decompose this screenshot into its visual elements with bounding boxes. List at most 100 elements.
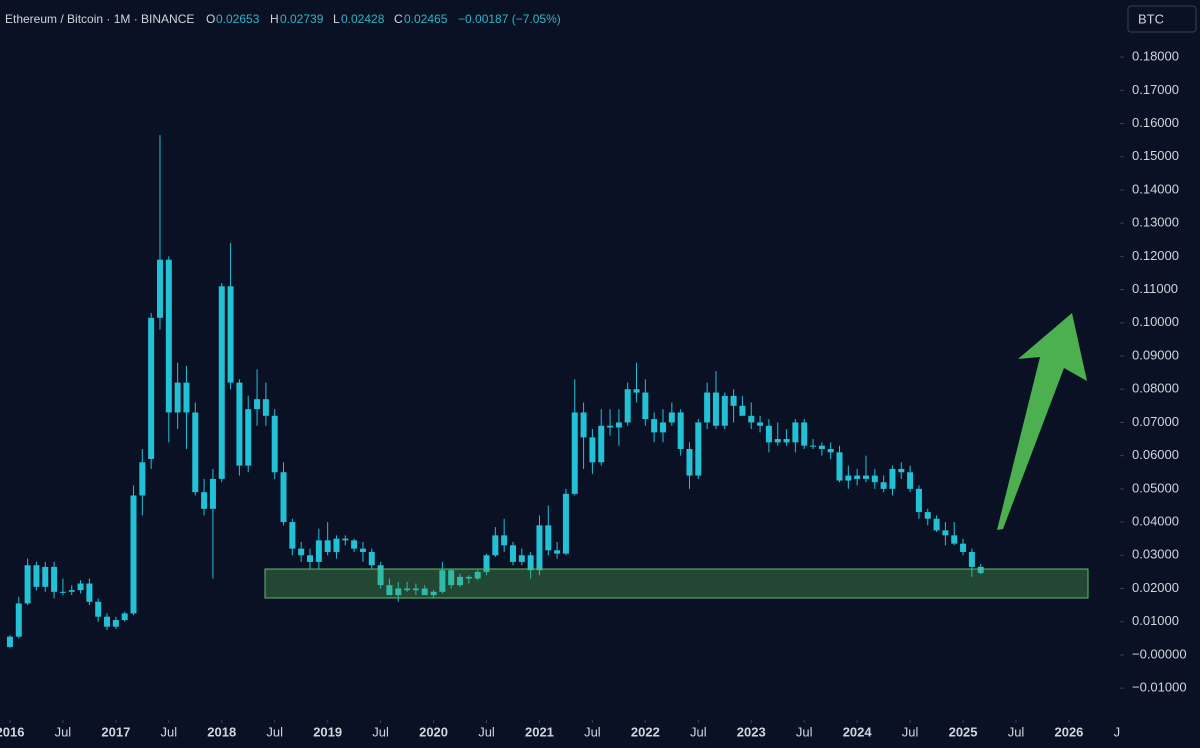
chart-title: Ethereum / Bitcoin · 1M · BINANCE: [5, 12, 194, 26]
candle-body: [192, 412, 199, 493]
candle-body: [712, 392, 719, 426]
candle-body: [236, 382, 243, 466]
candle-body: [6, 636, 13, 647]
candle-body: [174, 382, 181, 413]
y-tick-label: −0.01000: [1132, 680, 1187, 695]
candle-body: [845, 475, 852, 481]
candle-body: [721, 395, 728, 426]
x-tick-label: 2024: [843, 724, 873, 739]
candle-body: [642, 392, 649, 420]
ohlc-value: 0.02465: [404, 12, 448, 26]
candle-body: [792, 422, 799, 443]
x-tick-label: Jul: [584, 724, 601, 739]
y-tick-label: 0.05000: [1132, 480, 1179, 495]
candle-body: [933, 518, 940, 531]
candle-body: [457, 576, 464, 586]
candle-body: [359, 548, 366, 552]
x-tick-label: Jul: [55, 724, 72, 739]
candle-body: [377, 565, 384, 586]
candle-body: [783, 439, 790, 443]
candle-body: [448, 570, 455, 586]
y-tick-label: 0.12000: [1132, 248, 1179, 263]
candle-body: [598, 425, 605, 463]
candle-body: [324, 540, 331, 552]
candle-body: [624, 389, 631, 423]
candle-body: [571, 412, 578, 494]
x-tick-label: 2018: [207, 724, 236, 739]
candle-body: [651, 419, 658, 433]
candle-body: [333, 538, 340, 552]
candle-body: [33, 565, 40, 587]
candle-body: [130, 495, 137, 614]
x-tick-label: Jul: [266, 724, 283, 739]
candle-body: [412, 588, 419, 591]
support-zone: [264, 568, 1089, 599]
candle-body: [386, 585, 393, 596]
x-tick-label: Jul: [902, 724, 919, 739]
x-tick-label: Jul: [690, 724, 707, 739]
currency-label: BTC: [1138, 11, 1164, 26]
candle-body: [245, 409, 252, 466]
candle-body: [562, 493, 569, 554]
candle-body: [271, 415, 278, 473]
x-tick-label: 2021: [525, 724, 554, 739]
x-tick-label: 2016: [0, 724, 24, 739]
candle-body: [201, 492, 208, 509]
y-tick-label: 0.09000: [1132, 347, 1179, 362]
candle-body: [889, 468, 896, 489]
candle-body: [501, 535, 508, 546]
y-tick-label: −0.00000: [1132, 646, 1187, 661]
candle-body: [977, 566, 984, 574]
candle-body: [342, 538, 349, 541]
candle-body: [139, 462, 146, 496]
candle-body: [315, 540, 322, 562]
x-tick-label: Jul: [478, 724, 495, 739]
y-tick-label: 0.07000: [1132, 414, 1179, 429]
candle-body: [818, 445, 825, 450]
candle-body: [289, 522, 296, 549]
candle-body: [430, 591, 437, 596]
x-tick-label: 2023: [737, 724, 766, 739]
candle-body: [404, 588, 411, 591]
candle-body: [801, 422, 808, 446]
y-tick-label: 0.10000: [1132, 314, 1179, 329]
candle-body: [589, 437, 596, 463]
candle-body: [880, 482, 887, 489]
candle-body: [15, 603, 22, 637]
candle-body: [227, 286, 234, 383]
candle-body: [148, 317, 155, 459]
candle-body: [509, 545, 516, 562]
candle-body: [218, 286, 225, 479]
ohlc-label: C: [394, 12, 403, 26]
candle-body: [307, 555, 314, 562]
x-tick-label: Jul: [1008, 724, 1025, 739]
y-tick-label: 0.13000: [1132, 215, 1179, 230]
y-tick-label: 0.06000: [1132, 447, 1179, 462]
candle-body: [580, 412, 587, 438]
candle-body: [95, 601, 102, 617]
candle-body: [183, 382, 190, 413]
candle-body: [748, 415, 755, 423]
x-tick-label: 2017: [101, 724, 130, 739]
candle-body: [42, 566, 49, 587]
candle-body: [668, 412, 675, 423]
candle-body: [907, 472, 914, 489]
y-tick-label: 0.14000: [1132, 181, 1179, 196]
candle-body: [545, 525, 552, 551]
currency-badge: [1127, 5, 1197, 33]
x-tick-label: Jul: [372, 724, 389, 739]
x-tick-label: 2022: [631, 724, 660, 739]
candle-body: [554, 550, 561, 554]
candle-body: [968, 551, 975, 567]
candle-body: [660, 422, 667, 433]
up-arrow: [997, 313, 1087, 530]
candle-body: [156, 259, 163, 318]
candle-body: [474, 571, 481, 579]
candle-body: [77, 583, 84, 591]
y-tick-label: 0.02000: [1132, 580, 1179, 595]
candle-body: [280, 472, 287, 523]
candle-body: [951, 535, 958, 544]
y-tick-label: 0.11000: [1132, 281, 1178, 296]
